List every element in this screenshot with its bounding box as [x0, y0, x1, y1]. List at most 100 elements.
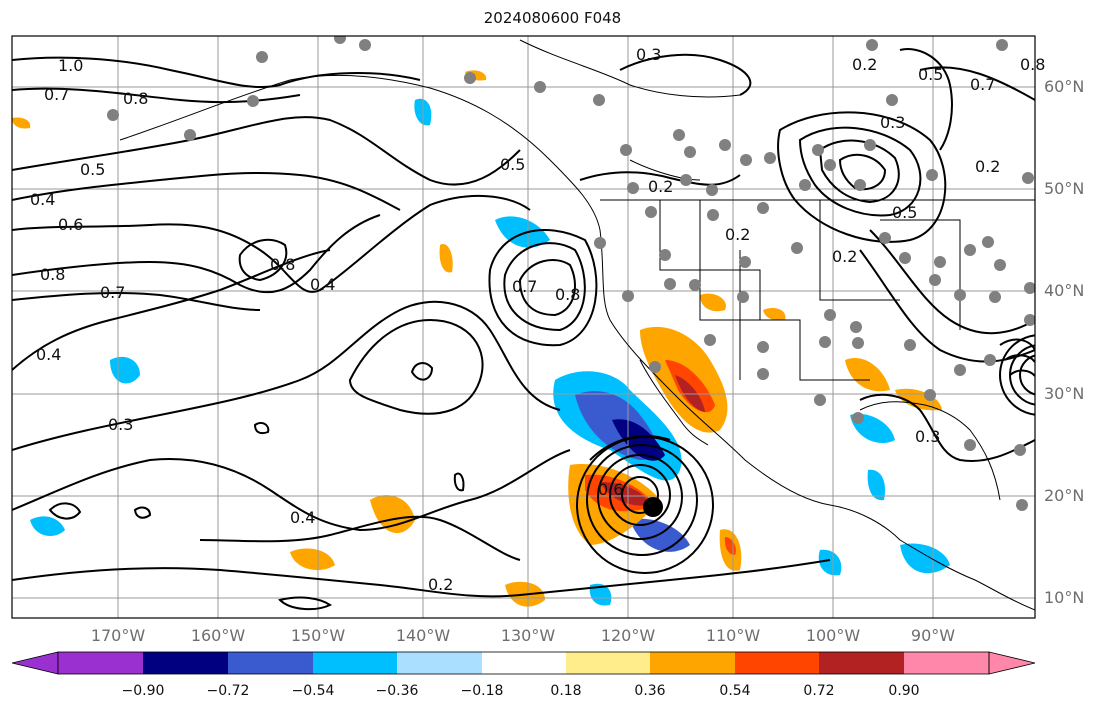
colorbar-segment	[566, 652, 650, 674]
coastlines	[119, 39, 1035, 611]
colorbar-segment	[650, 652, 735, 674]
colorbar-tick-label: −0.18	[460, 683, 504, 699]
warm-anomaly-shade	[700, 293, 726, 312]
contour-label: 0.5	[918, 65, 943, 84]
cold-anomaly-shade	[589, 583, 612, 606]
contour-label: 0.3	[636, 45, 661, 64]
colorbar-segment	[143, 652, 228, 674]
contour-label: 0.2	[975, 157, 1000, 176]
contour-line	[838, 153, 887, 190]
contour-label: 0.8	[123, 89, 148, 108]
lat-label: 30°N	[1044, 384, 1085, 403]
contour-line	[579, 171, 741, 186]
contour-line	[48, 502, 82, 520]
cold-anomaly-shade	[818, 549, 842, 576]
cold-anomaly-shade	[900, 543, 950, 574]
colorbar-segment	[58, 652, 143, 674]
contour-label: 0.3	[108, 415, 133, 434]
contour-label: 0.7	[512, 277, 537, 296]
colorbar-outline	[57, 651, 990, 675]
contour-line	[133, 506, 152, 519]
cold-anomaly-shade	[867, 469, 886, 501]
contour-line	[238, 238, 288, 282]
contour-label: 0.2	[832, 247, 857, 266]
colorbar-extend-max	[988, 651, 1036, 675]
contour-line	[488, 229, 598, 347]
map-background	[12, 36, 1035, 618]
contour-line	[1009, 369, 1035, 377]
colorbar-tick-label: −0.54	[291, 683, 335, 699]
contour-label: 0.7	[44, 85, 69, 104]
contour-label: 0.2	[648, 177, 673, 196]
warm-anomaly-shade	[12, 117, 31, 129]
contour-line	[518, 259, 576, 317]
contour-ring	[586, 444, 698, 556]
lat-label: 10°N	[1044, 588, 1085, 607]
contour-line	[589, 435, 671, 461]
contour-label: 0.5	[892, 203, 917, 222]
warm-anomaly-shade	[600, 482, 650, 506]
warm-anomaly-shade	[845, 358, 890, 392]
contour-line	[859, 249, 1035, 363]
warm-anomaly-shade	[370, 495, 415, 534]
contour-line	[253, 422, 270, 435]
contour-line	[869, 229, 1035, 335]
lon-label: 120°W	[600, 626, 656, 645]
contour-label: 0.7	[100, 283, 125, 302]
contour-label: 0.8	[555, 285, 580, 304]
contour-label: 0.4	[30, 190, 55, 209]
colorbar-segment	[313, 652, 397, 674]
colorbar-tick-label: 0.18	[550, 683, 582, 699]
contour-line	[777, 111, 947, 243]
colorbar	[11, 651, 1036, 675]
map-title: 2024080600 F048	[483, 9, 622, 27]
contour-label: 0.3	[880, 113, 905, 132]
contour-label-group: 1.0 0.7 0.8 0.5 0.4 0.6 0.8 0.7 0.4 0.3 …	[30, 45, 1045, 594]
lon-label: 110°W	[705, 626, 761, 645]
graticule	[12, 36, 1035, 618]
contour-label: 0.5	[80, 160, 105, 179]
contour-lines	[12, 48, 1035, 611]
cold-anomaly-shade	[612, 419, 665, 461]
colorbar-segment	[904, 652, 989, 674]
lon-label: 90°W	[910, 626, 956, 645]
lon-label: 160°W	[190, 626, 246, 645]
contour-label: 0.6	[598, 480, 623, 499]
contour-label: 0.2	[725, 225, 750, 244]
contour-line	[859, 393, 1035, 462]
contour-ring	[597, 454, 683, 540]
contour-line	[12, 171, 401, 211]
lon-label: 130°W	[500, 626, 556, 645]
contour-line	[12, 195, 531, 293]
colorbar-segment	[482, 652, 566, 674]
contour-label: 0.3	[915, 427, 940, 446]
contour-ring	[1009, 344, 1035, 406]
contour-line	[410, 362, 434, 381]
contour-label: 0.7	[970, 75, 995, 94]
contour-line	[12, 249, 331, 371]
contour-ring	[621, 476, 659, 514]
contour-line	[453, 472, 465, 492]
warm-anomaly-shade	[290, 548, 335, 571]
colorbar-segment	[819, 652, 904, 674]
lat-label: 40°N	[1044, 281, 1085, 300]
lon-label: 140°W	[395, 626, 451, 645]
contour-ring	[1019, 354, 1035, 396]
contour-label: 0.8	[40, 265, 65, 284]
colorbar-tick-label: −0.90	[121, 683, 165, 699]
contour-ring	[609, 464, 671, 526]
colorbar-extend-min	[11, 651, 59, 675]
station-markers	[107, 36, 1035, 511]
contour-line	[348, 318, 484, 415]
contour-label: 0.8	[1020, 55, 1045, 74]
colorbar-tick-label: −0.72	[206, 683, 250, 699]
contour-line	[12, 559, 831, 598]
lon-label: 170°W	[90, 626, 146, 645]
contour-line	[12, 291, 261, 311]
contour-line	[919, 66, 1035, 101]
contour-line	[1004, 354, 1035, 363]
contour-line	[278, 596, 332, 611]
colorbar-tick-label: 0.36	[634, 683, 666, 699]
contour-ring	[999, 334, 1035, 416]
contour-label: 0.4	[290, 508, 315, 527]
